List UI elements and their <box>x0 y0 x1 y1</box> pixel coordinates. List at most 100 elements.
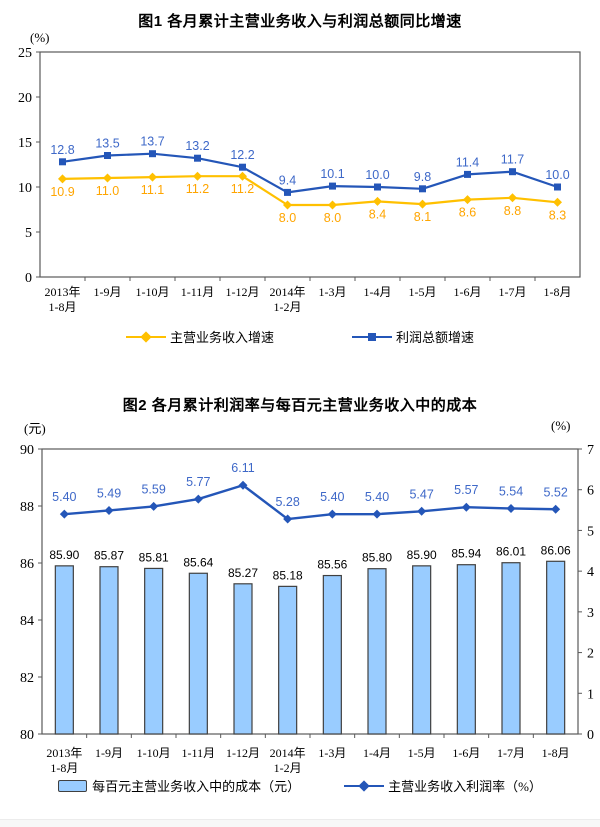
orange-line-diamond-icon <box>125 330 166 343</box>
svg-text:1-4月: 1-4月 <box>364 285 392 299</box>
cost-bar <box>367 568 387 735</box>
svg-text:5.47: 5.47 <box>409 487 433 501</box>
blue-line-diamond-icon <box>344 779 385 792</box>
svg-text:85.27: 85.27 <box>228 566 258 580</box>
svg-text:5.40: 5.40 <box>52 490 76 504</box>
svg-text:1-9月: 1-9月 <box>95 746 123 760</box>
svg-text:5.57: 5.57 <box>454 483 478 497</box>
figure2-legend: 每百元主营业务收入中的成本（元） 主营业务收入利润率（%） <box>0 776 600 795</box>
svg-text:4: 4 <box>587 565 594 580</box>
cost-bar <box>144 567 164 735</box>
svg-text:1-11月: 1-11月 <box>181 285 215 299</box>
cost-bar <box>546 560 566 735</box>
svg-text:8.0: 8.0 <box>324 211 341 225</box>
svg-text:85.18: 85.18 <box>273 568 303 582</box>
svg-text:8.1: 8.1 <box>414 210 431 224</box>
svg-text:8.8: 8.8 <box>504 204 521 218</box>
svg-text:5: 5 <box>25 226 32 241</box>
svg-text:85.81: 85.81 <box>139 550 169 564</box>
svg-text:5.28: 5.28 <box>275 495 299 509</box>
svg-text:86.06: 86.06 <box>541 543 571 557</box>
svg-text:9.4: 9.4 <box>279 173 296 187</box>
svg-text:86.01: 86.01 <box>496 545 526 559</box>
figure2-title: 图2 各月累计利润率与每百元主营业务收入中的成本 <box>122 397 478 414</box>
svg-text:12.8: 12.8 <box>50 143 74 157</box>
svg-text:85.90: 85.90 <box>49 548 79 562</box>
svg-text:86: 86 <box>20 557 34 572</box>
svg-text:10.9: 10.9 <box>50 185 74 199</box>
blue-line-square-icon <box>352 332 392 342</box>
svg-text:25: 25 <box>18 46 32 61</box>
svg-text:1-8月: 1-8月 <box>544 285 572 299</box>
figure1-legend-item-revenue: 主营业务收入增速 <box>125 327 274 346</box>
svg-text:3: 3 <box>587 606 594 621</box>
svg-text:0: 0 <box>587 728 594 743</box>
svg-text:1-8月: 1-8月 <box>542 746 570 760</box>
svg-text:80: 80 <box>20 728 34 743</box>
svg-text:82: 82 <box>20 671 34 686</box>
svg-text:5.52: 5.52 <box>543 485 567 499</box>
cost-bar <box>322 574 342 735</box>
svg-text:1-3月: 1-3月 <box>318 746 346 760</box>
figure2-plot: 80 82 84 86 88 90 0 1 2 3 4 5 6 7 2013年 1-8月 1-9月 1-10月 1-… <box>20 443 594 775</box>
cost-bar <box>278 585 298 735</box>
svg-text:5.40: 5.40 <box>365 490 389 504</box>
figure2-legend-item-margin: 主营业务收入利润率（%） <box>344 776 542 795</box>
figure2-legend-item-cost: 每百元主营业务收入中的成本（元） <box>58 776 300 795</box>
svg-text:84: 84 <box>20 614 34 629</box>
svg-text:1-6月: 1-6月 <box>454 285 482 299</box>
svg-text:13.7: 13.7 <box>140 135 164 149</box>
svg-text:11.2: 11.2 <box>186 182 209 196</box>
figure1-legend: 主营业务收入增速 利润总额增速 <box>0 327 600 346</box>
cost-bar <box>501 562 521 735</box>
svg-text:1-12月: 1-12月 <box>226 285 260 299</box>
cost-bar <box>456 564 476 735</box>
svg-text:6: 6 <box>587 484 594 499</box>
cost-bar <box>99 566 119 735</box>
svg-text:5.49: 5.49 <box>97 486 121 500</box>
svg-text:10: 10 <box>18 181 32 196</box>
svg-text:12.2: 12.2 <box>230 148 254 162</box>
svg-text:85.90: 85.90 <box>407 548 437 562</box>
svg-text:5.77: 5.77 <box>186 475 210 489</box>
svg-text:1-7月: 1-7月 <box>497 746 525 760</box>
svg-text:2: 2 <box>587 647 594 662</box>
svg-text:1-10月: 1-10月 <box>136 285 170 299</box>
figure2-line: 5.40 5.49 5.59 5.77 6.11 5.28 5.40 5.40 5.47 5.57… <box>52 461 568 524</box>
svg-text:85.64: 85.64 <box>183 555 213 569</box>
svg-text:8.6: 8.6 <box>459 206 476 220</box>
svg-text:10.0: 10.0 <box>365 168 389 182</box>
svg-text:11.4: 11.4 <box>456 155 479 169</box>
svg-text:1-5月: 1-5月 <box>409 285 437 299</box>
figure1-series-1: 12.8 13.5 13.7 13.2 12.2 9.4 10.1 10.0 9.8 11.4 11… <box>50 135 570 196</box>
figure1-legend-item-profit: 利润总额增速 <box>352 327 474 346</box>
svg-text:11.1: 11.1 <box>141 183 164 197</box>
svg-text:5.54: 5.54 <box>499 484 523 498</box>
svg-text:1: 1 <box>587 687 594 702</box>
figure1-title: 图1 各月累计主营业务收入与利润总额同比增速 <box>138 13 462 30</box>
svg-text:13.5: 13.5 <box>95 137 119 151</box>
svg-text:5.59: 5.59 <box>141 482 165 496</box>
figure1-legend-revenue-label: 主营业务收入增速 <box>169 330 274 345</box>
figure1-y-unit: (%) <box>30 30 50 45</box>
svg-text:0: 0 <box>25 271 32 286</box>
svg-text:1-3月: 1-3月 <box>319 285 347 299</box>
cost-bar <box>188 572 208 735</box>
figure2-bars: 85.90 85.87 85.81 85.64 85.27 85.18 85.56 85.80… <box>49 543 571 735</box>
svg-text:20: 20 <box>18 91 32 106</box>
svg-text:1-6月: 1-6月 <box>452 746 480 760</box>
figure2-right-y-unit: (%) <box>551 418 571 433</box>
svg-text:13.2: 13.2 <box>185 139 209 153</box>
cost-bar <box>54 565 74 735</box>
svg-text:1-4月: 1-4月 <box>363 746 391 760</box>
svg-text:8.3: 8.3 <box>549 208 566 222</box>
svg-text:8.0: 8.0 <box>279 211 296 225</box>
svg-text:11.7: 11.7 <box>501 153 524 167</box>
svg-text:85.94: 85.94 <box>451 547 481 561</box>
svg-text:85.56: 85.56 <box>317 558 347 572</box>
